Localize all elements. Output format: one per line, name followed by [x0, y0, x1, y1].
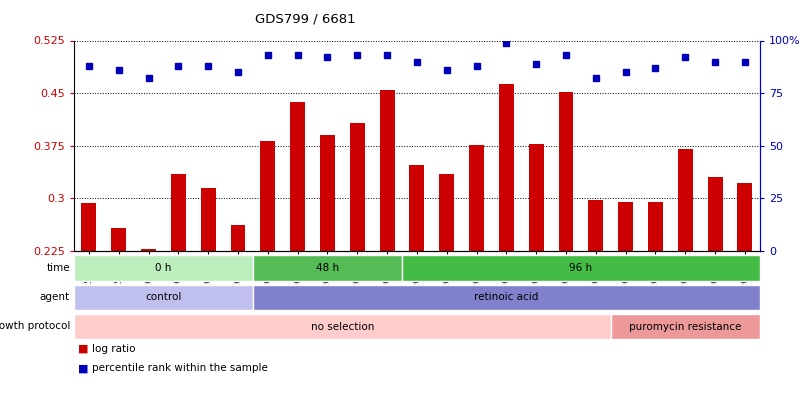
Text: GDS799 / 6681: GDS799 / 6681: [255, 12, 356, 25]
Text: ▶: ▶: [76, 292, 84, 301]
Bar: [290, 102, 304, 251]
Bar: [379, 90, 394, 251]
Bar: [230, 225, 245, 251]
Text: log ratio: log ratio: [92, 344, 136, 354]
Bar: [349, 123, 365, 251]
Bar: [558, 92, 573, 251]
Bar: [260, 141, 275, 251]
Text: percentile rank within the sample: percentile rank within the sample: [92, 363, 268, 373]
Bar: [81, 203, 96, 251]
Text: control: control: [145, 292, 181, 303]
Text: 48 h: 48 h: [316, 263, 339, 273]
Text: retinoic acid: retinoic acid: [474, 292, 538, 303]
Bar: [409, 165, 424, 251]
Text: 0 h: 0 h: [155, 263, 171, 273]
Bar: [171, 174, 185, 251]
Bar: [618, 202, 632, 251]
Bar: [438, 174, 454, 251]
Bar: [468, 145, 483, 251]
Bar: [498, 84, 513, 251]
Text: agent: agent: [40, 292, 70, 302]
Bar: [588, 200, 602, 251]
Text: 96 h: 96 h: [569, 263, 592, 273]
Text: time: time: [47, 263, 70, 273]
Bar: [677, 149, 692, 251]
Bar: [736, 183, 752, 251]
Text: puromycin resistance: puromycin resistance: [628, 322, 740, 332]
Bar: [707, 177, 722, 251]
Text: ■: ■: [78, 344, 88, 354]
Bar: [141, 249, 156, 251]
Text: ▶: ▶: [76, 263, 84, 272]
Bar: [111, 228, 126, 251]
Text: ▶: ▶: [76, 322, 84, 330]
Bar: [201, 188, 215, 251]
Text: growth protocol: growth protocol: [0, 321, 70, 331]
Bar: [320, 135, 335, 251]
Text: ■: ■: [78, 363, 88, 373]
Text: no selection: no selection: [310, 322, 373, 332]
Bar: [528, 144, 543, 251]
Bar: [647, 202, 662, 251]
